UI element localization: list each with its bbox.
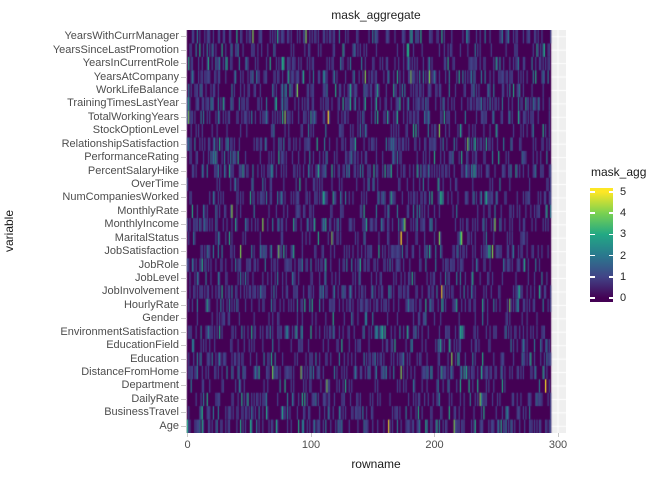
y-axis-label: StockOptionLevel: [92, 124, 179, 137]
y-tick-mark: [181, 49, 186, 51]
y-tick-mark: [181, 224, 186, 226]
y-tick-mark: [181, 237, 186, 239]
y-axis-label: OverTime: [131, 177, 179, 190]
y-tick-mark: [181, 318, 186, 320]
y-tick-mark: [181, 170, 186, 172]
plot-panel: [186, 30, 566, 433]
y-tick-mark: [181, 304, 186, 306]
y-axis-label: PerformanceRating: [84, 151, 179, 164]
y-tick-mark: [181, 130, 186, 132]
y-axis-label: DistanceFromHome: [81, 366, 179, 379]
x-axis-label: 100: [301, 439, 321, 451]
y-tick-mark: [181, 372, 186, 374]
y-tick-mark: [181, 358, 186, 360]
y-axis-label: YearsSinceLastPromotion: [52, 43, 179, 56]
y-axis-label: WorkLifeBalance: [96, 83, 179, 96]
y-tick-mark: [181, 116, 186, 118]
y-axis-label: YearsWithCurrManager: [64, 30, 179, 43]
y-axis-label: JobSatisfaction: [104, 245, 179, 258]
legend-tick-label: 3: [620, 228, 627, 241]
y-axis-label: TrainingTimesLastYear: [67, 97, 179, 110]
legend-tick-mark: [608, 233, 613, 236]
y-axis-label: MaritalStatus: [114, 231, 179, 244]
y-tick-mark: [181, 157, 186, 159]
y-tick-mark: [181, 210, 186, 212]
legend-tick-mark: [608, 297, 613, 299]
legend-tick-mark: [590, 297, 595, 299]
heatmap-canvas: [186, 30, 566, 433]
y-tick-mark: [181, 331, 186, 333]
y-tick-mark: [181, 278, 186, 280]
x-tick-mark: [557, 433, 559, 437]
legend-tick-label: 4: [620, 207, 627, 220]
legend-tick-label: 0: [620, 292, 627, 304]
y-tick-mark: [181, 183, 186, 185]
legend-tick-mark: [590, 276, 595, 278]
legend-tick-mark: [608, 212, 613, 214]
x-tick-mark: [310, 433, 312, 437]
legend-tick-mark: [608, 191, 613, 193]
y-axis-label: Gender: [142, 312, 179, 325]
y-tick-mark: [181, 251, 186, 253]
legend-tick-mark: [608, 276, 613, 278]
y-axis-label: Age: [159, 419, 179, 432]
y-axis-label: PercentSalaryHike: [87, 164, 179, 177]
y-axis-label: BusinessTravel: [104, 406, 179, 419]
y-axis-label: HourlyRate: [123, 298, 179, 311]
legend-tick-label: 2: [620, 249, 627, 262]
y-axis-label: Department: [121, 379, 179, 392]
y-tick-mark: [181, 425, 186, 427]
x-tick-mark: [187, 433, 188, 437]
y-tick-mark: [181, 103, 186, 105]
x-tick-mark: [434, 433, 435, 437]
y-axis-label: YearsInCurrentRole: [82, 57, 179, 70]
y-axis-label: EnvironmentSatisfaction: [60, 325, 179, 338]
legend-tick-mark: [590, 191, 595, 193]
legend-colorbar: [590, 188, 613, 302]
legend-tick-label: 5: [620, 185, 627, 198]
legend-tick-mark: [590, 233, 595, 236]
x-axis-title: rowname: [351, 457, 401, 471]
y-axis-label: DailyRate: [131, 392, 179, 405]
y-axis-label: EducationField: [106, 339, 179, 352]
y-tick-mark: [181, 291, 186, 293]
y-tick-mark: [181, 264, 186, 266]
y-axis-label: NumCompaniesWorked: [62, 191, 179, 204]
legend-tick-mark: [608, 254, 613, 257]
y-tick-mark: [181, 345, 186, 347]
y-tick-mark: [181, 398, 186, 400]
y-axis-label: Education: [130, 352, 179, 365]
x-axis-label: 0: [184, 439, 191, 451]
legend-tick-label: 1: [620, 270, 627, 283]
y-axis-label: MonthlyIncome: [104, 218, 179, 231]
y-axis-label: RelationshipSatisfaction: [61, 137, 179, 150]
x-axis-label: 200: [425, 439, 444, 451]
legend-tick-mark: [590, 212, 595, 214]
y-tick-mark: [181, 89, 186, 91]
y-axis-label: YearsAtCompany: [93, 70, 179, 83]
y-tick-mark: [181, 197, 186, 199]
y-axis-label: JobInvolvement: [101, 285, 179, 298]
y-axis-label: MonthlyRate: [117, 204, 179, 217]
x-axis-label: 300: [548, 439, 568, 451]
y-tick-mark: [181, 385, 186, 387]
y-axis-label: JobRole: [138, 258, 179, 271]
legend-title: mask_agg: [591, 165, 647, 179]
y-tick-mark: [181, 63, 186, 65]
y-tick-mark: [181, 412, 186, 414]
y-axis-label: TotalWorkingYears: [87, 110, 179, 123]
plot-title: mask_aggregate: [331, 8, 421, 22]
y-axis-label: JobLevel: [134, 272, 179, 285]
y-tick-mark: [181, 143, 186, 145]
y-tick-mark: [181, 36, 186, 38]
y-tick-mark: [181, 76, 186, 78]
y-axis-title: variable: [2, 209, 16, 253]
legend-tick-mark: [590, 254, 595, 257]
